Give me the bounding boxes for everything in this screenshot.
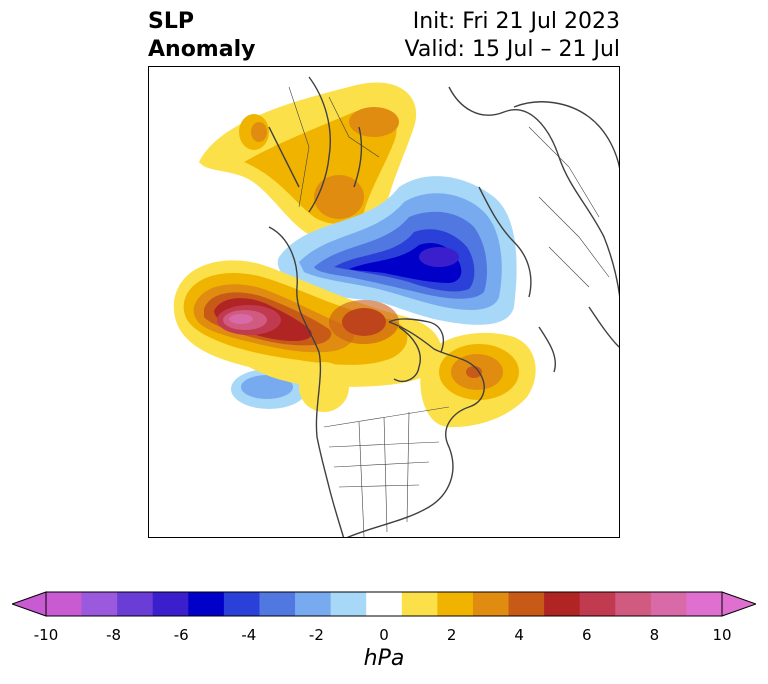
colorbar-segment: [330, 592, 367, 616]
colorbar-segment: [508, 592, 545, 616]
colorbar-segment: [650, 592, 687, 616]
colorbar-segment: [437, 592, 474, 616]
colorbar-tick-label: -6: [173, 626, 189, 644]
colorbar-segment: [259, 592, 296, 616]
colorbar-extend-min: [12, 591, 47, 617]
colorbar-segment: [544, 592, 581, 616]
colorbar-tick-label: -4: [241, 626, 257, 644]
colorbar-segment: [46, 592, 83, 616]
colorbar-segment: [366, 592, 403, 616]
colorbar-tick-label: 8: [649, 626, 660, 644]
colorbar: [12, 591, 756, 617]
anomaly-map: [173, 76, 619, 537]
colorbar-tick-label: 0: [379, 626, 389, 644]
colorbar-segment: [117, 592, 154, 616]
colorbar-tick-label: -10: [33, 626, 59, 644]
colorbar-segment: [295, 592, 332, 616]
map-date-info: Init: Fri 21 Jul 2023 Valid: 15 Jul – 21…: [405, 8, 620, 64]
map-title: SLP Anomaly: [148, 8, 255, 64]
political-borders: [288, 86, 610, 537]
colorbar-tick-label: 2: [446, 626, 457, 644]
colorbar-segment: [686, 592, 723, 616]
colorbar-units: hPa: [363, 646, 405, 671]
positive-anomaly-north: [199, 82, 417, 242]
colorbar-segment: [223, 592, 260, 616]
colorbar-segment: [579, 592, 616, 616]
colorbar-tick-label: 10: [712, 626, 732, 644]
title-line-2: Anomaly: [148, 37, 256, 62]
colorbar-segment: [152, 592, 189, 616]
colorbar-segment: [188, 592, 225, 616]
negative-anomaly-arctic: [277, 176, 517, 325]
colorbar-segment: [81, 592, 118, 616]
colorbar-segment: [472, 592, 510, 616]
positive-anomaly-pacific: [173, 260, 442, 387]
colorbar-segment: [615, 592, 652, 616]
init-date: Init: Fri 21 Jul 2023: [412, 9, 620, 34]
title-line-1: SLP: [148, 9, 194, 34]
colorbar-segment: [401, 592, 438, 616]
colorbar-extend-max: [721, 591, 756, 617]
valid-range: Valid: 15 Jul – 21 Jul: [404, 37, 620, 62]
colorbar-tick-label: 4: [514, 626, 524, 644]
map-panel: [148, 66, 620, 538]
colorbar-tick-label: -8: [106, 626, 122, 644]
colorbar-tick-label: -2: [308, 626, 324, 644]
colorbar-tick-label: 6: [582, 626, 592, 644]
